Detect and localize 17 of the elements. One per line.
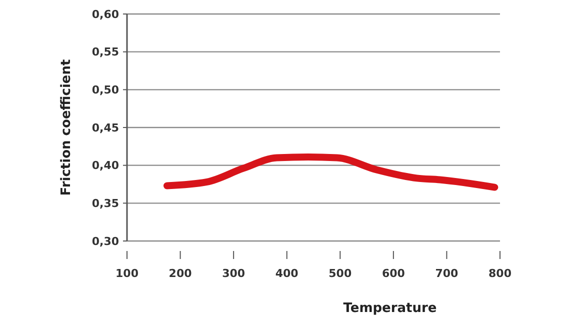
x-tick-label: 600: [382, 267, 406, 280]
x-tick-label: 700: [435, 267, 459, 280]
x-tick-label: 500: [328, 267, 352, 280]
y-tick-label: 0,40: [92, 159, 120, 172]
x-tick-label: 300: [222, 267, 246, 280]
x-tick-label: 200: [168, 267, 192, 280]
y-tick-label: 0,35: [92, 197, 119, 210]
y-tick-label: 0,55: [92, 46, 119, 59]
x-tick-label: 400: [275, 267, 299, 280]
x-axis-title: Temperature: [343, 301, 437, 316]
x-tick-label: 100: [116, 267, 139, 280]
x-tick-label: 800: [488, 267, 512, 280]
y-tick-label: 0,50: [92, 84, 120, 97]
y-tick-label: 0,60: [92, 8, 120, 21]
y-tick-label: 0,30: [92, 234, 120, 248]
y-axis-title: Friction coefficient: [59, 59, 74, 196]
y-tick-label: 0,45: [92, 121, 119, 134]
